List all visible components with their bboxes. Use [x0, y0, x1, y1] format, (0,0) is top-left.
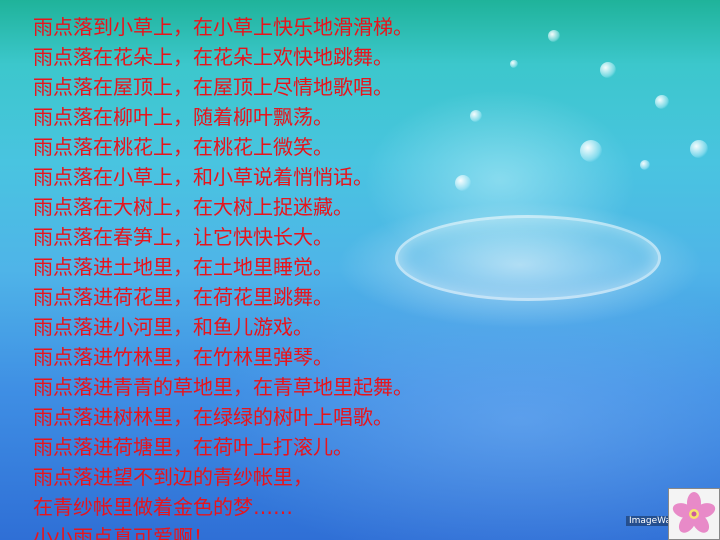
- poem-line: 雨点落在花朵上，在花朵上欢快地跳舞。: [33, 45, 393, 69]
- poem-line: 雨点落进树林里，在绿绿的树叶上唱歌。: [33, 405, 393, 429]
- poem-line: 雨点落在桃花上，在桃花上微笑。: [33, 135, 333, 159]
- poem-line: 小小雨点真可爱啊！: [33, 525, 213, 540]
- poem-text: 雨点落到小草上，在小草上快乐地滑滑梯。 雨点落在花朵上，在花朵上欢快地跳舞。 雨…: [33, 12, 693, 540]
- poem-line: 雨点落在小草上，和小草说着悄悄话。: [33, 165, 373, 189]
- pink-flower-icon: [668, 488, 720, 540]
- poem-line: 在青纱帐里做着金色的梦……: [33, 495, 293, 519]
- poem-line: 雨点落到小草上，在小草上快乐地滑滑梯。: [33, 15, 413, 39]
- poem-line: 雨点落在春笋上，让它快快长大。: [33, 225, 333, 249]
- water-drop: [470, 110, 482, 122]
- water-drop: [455, 175, 471, 191]
- poem-line: 雨点落进望不到边的青纱帐里，: [33, 465, 313, 489]
- poem-line: 雨点落进荷花里，在荷花里跳舞。: [33, 285, 333, 309]
- poem-line: 雨点落在大树上，在大树上捉迷藏。: [33, 195, 353, 219]
- water-drop: [690, 140, 708, 158]
- water-drop: [580, 140, 602, 162]
- poem-line: 雨点落在屋顶上，在屋顶上尽情地歌唱。: [33, 75, 393, 99]
- poem-line: 雨点落进竹林里，在竹林里弹琴。: [33, 345, 333, 369]
- water-drop: [655, 95, 669, 109]
- water-drop: [640, 160, 650, 170]
- poem-line: 雨点落进土地里，在土地里睡觉。: [33, 255, 333, 279]
- water-drop: [510, 60, 518, 68]
- watermark-text: ImageWa: [626, 516, 675, 526]
- poem-line: 雨点落进荷塘里，在荷叶上打滚儿。: [33, 435, 353, 459]
- poem-line: 雨点落进小河里，和鱼儿游戏。: [33, 315, 313, 339]
- water-drop: [600, 62, 616, 78]
- poem-line: 雨点落进青青的草地里，在青草地里起舞。: [33, 375, 413, 399]
- poem-line: 雨点落在柳叶上，随着柳叶飘荡。: [33, 105, 333, 129]
- water-drop: [548, 30, 560, 42]
- water-splash: [395, 215, 661, 301]
